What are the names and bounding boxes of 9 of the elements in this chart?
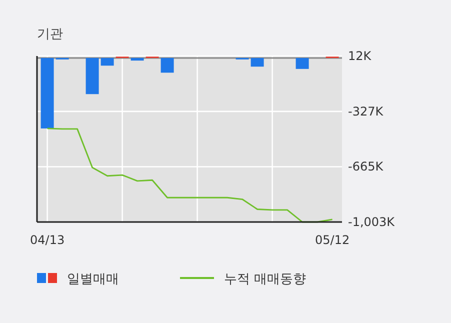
chart-title: 기관: [37, 27, 63, 42]
y-tick-label: -1,003K: [348, 215, 396, 229]
y-tick-label: -665K: [348, 160, 384, 174]
y-tick-label: 12K: [348, 49, 372, 63]
legend-label: 일별매매: [67, 272, 119, 287]
y-tick-label: -327K: [348, 104, 384, 118]
x-tick-label: 05/12: [315, 233, 350, 247]
legend-label: 누적 매매동향: [224, 272, 306, 287]
x-tick-label: 04/13: [30, 233, 65, 247]
